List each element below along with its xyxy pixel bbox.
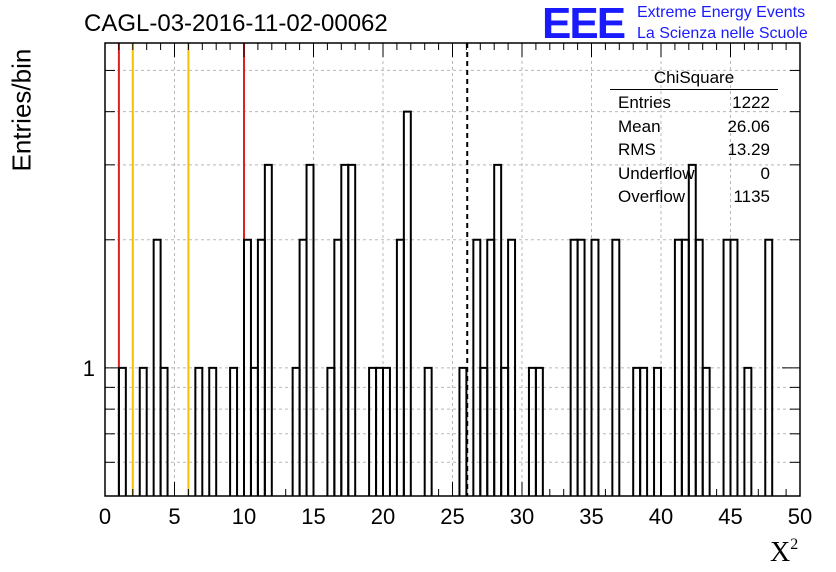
histogram [117,110,774,496]
x-tick-label: 50 [788,504,812,529]
logo-line-1: Extreme Energy Events [637,4,806,21]
histogram-bar [687,163,697,496]
histogram-bar [229,366,239,496]
x-tick-label: 40 [649,504,673,529]
histogram-bar [653,366,662,496]
x-tick-label: 20 [371,504,395,529]
histogram-bar [138,366,148,496]
histogram-bar [208,366,218,496]
stats-value: 1222 [732,93,770,112]
histogram-bar [493,163,503,496]
stats-box: ChiSquare Entries 1222 Mean 26.06 RMS 13… [610,68,778,209]
histogram-bar [340,163,350,496]
histogram-bar [764,238,774,496]
x-axis-label-base: X [770,537,791,568]
x-tick-label: 30 [510,504,534,529]
stats-label: Overflow [618,187,686,206]
x-tick-label: 35 [579,504,603,529]
stats-row-rms: RMS 13.29 [610,138,778,162]
histogram-bar [194,366,204,496]
x-tick-label: 0 [99,504,111,529]
y-tick-label: 1 [83,356,95,381]
x-tick-label: 5 [168,504,180,529]
histogram-bar [458,366,468,496]
histogram-bar [402,110,412,496]
stats-title: ChiSquare [610,68,778,90]
stats-value: 26.06 [727,116,770,136]
histogram-bar [382,366,391,496]
y-axis-label: Entries/bin [6,48,37,172]
stats-row-underflow: Underflow 0 [610,162,778,186]
stats-value: 0 [760,163,770,183]
x-tick-label: 25 [440,504,464,529]
histogram-bar [576,238,586,496]
histogram-bar [507,238,517,496]
histogram-bar [305,163,315,496]
x-axis-label: X2 [770,536,798,569]
eee-logo: EEE [542,0,626,48]
histogram-bar [347,163,357,496]
histogram-bar [263,163,273,496]
histogram-bar [729,238,739,496]
chart-title: CAGL-03-2016-11-02-00062 [84,10,388,37]
histogram-bar [611,238,621,496]
histogram-bar [701,366,711,496]
histogram-bar [743,366,753,496]
stats-row-entries: Entries 1222 [610,91,778,115]
x-tick-label: 45 [718,504,742,529]
histogram-bar [534,366,544,496]
histogram-bar [590,238,600,496]
stats-label: Mean [618,116,661,136]
stats-value: 1135 [733,187,770,206]
stats-label: Entries [618,93,671,112]
stats-value: 13.29 [727,140,770,159]
x-tick-label: 15 [301,504,325,529]
stats-label: Underflow [618,163,695,183]
stats-label: RMS [618,140,656,159]
grid [105,43,800,496]
stats-row-mean: Mean 26.06 [610,115,778,139]
histogram-bar [639,366,649,496]
stats-row-overflow: Overflow 1135 [610,185,778,209]
histogram-bar [423,366,433,496]
axes: 0 5 10 15 20 25 30 35 40 45 50 1 [83,42,812,529]
x-tick-label: 10 [232,504,256,529]
histogram-bar [159,366,169,496]
logo-line-2: La Scienza nelle Scuole [637,25,808,42]
x-axis-label-sup: 2 [790,536,799,553]
